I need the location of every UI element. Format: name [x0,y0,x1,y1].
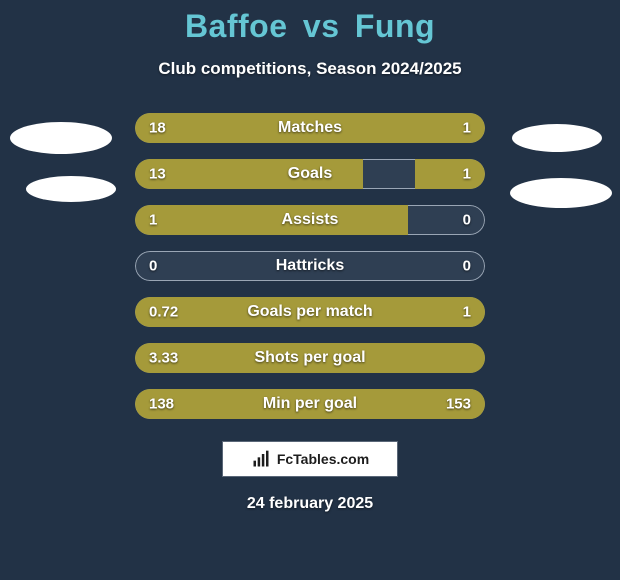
comparison-card: Baffoe vs Fung Club competitions, Season… [0,0,620,580]
bar-track [135,251,485,281]
source-box: FcTables.com [222,441,398,477]
stat-row: Assists10 [135,205,485,235]
player2-badge-2 [510,178,612,208]
stat-bars: Matches181 Goals131 Assists10 Hattricks00 Go… [135,113,485,419]
player1-badge-2 [26,176,116,202]
bar-left-fill [135,389,485,419]
player1-badge-1 [10,122,112,154]
player2-name: Fung [355,8,435,44]
bar-left-fill [135,113,401,143]
subtitle: Club competitions, Season 2024/2025 [0,59,620,79]
bar-left-fill [135,205,408,235]
bar-left-fill [135,297,485,327]
stat-row: Goals131 [135,159,485,189]
stat-row: Hattricks00 [135,251,485,281]
vs-text: vs [303,8,340,44]
stat-row: Min per goal138153 [135,389,485,419]
date-text: 24 february 2025 [0,495,620,513]
bar-right-fill [401,113,485,143]
bar-left-fill [135,343,485,373]
source-text: FcTables.com [277,451,369,467]
stat-row: Shots per goal3.33 [135,343,485,373]
bar-right-fill [415,159,485,189]
player2-badge-1 [512,124,602,152]
player1-name: Baffoe [185,8,288,44]
chart-icon [251,449,271,469]
page-title: Baffoe vs Fung [0,8,620,45]
bar-left-fill [135,159,363,189]
stat-row: Matches181 [135,113,485,143]
stat-row: Goals per match0.721 [135,297,485,327]
